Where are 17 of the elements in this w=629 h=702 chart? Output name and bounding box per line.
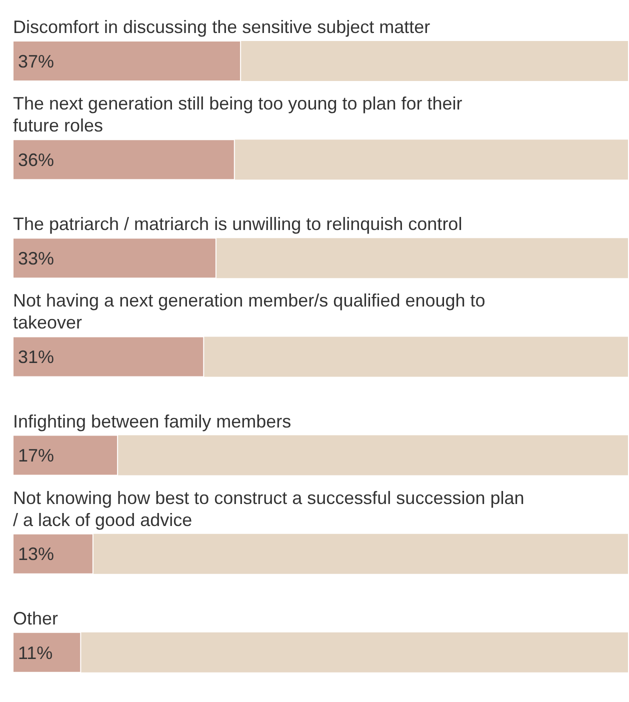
y-tick-label: Discomfort in discussing the sensitive subject matter	[13, 17, 430, 37]
y-tick-label: Not having a next generation member/s qualified enough to takeover	[13, 290, 486, 333]
data-label: 37%	[18, 51, 54, 72]
y-tick-label: Infighting between family members	[13, 411, 292, 432]
y-tick-label: Other	[13, 608, 58, 628]
bar	[13, 434, 118, 476]
y-tick-label: The next generation still being too young to plan for their future roles	[13, 94, 462, 136]
data-label: 13%	[18, 544, 54, 564]
y-tick-label: The patriarch / matriarch is unwilling to relinquish control	[13, 214, 462, 234]
data-label: 11%	[18, 642, 53, 663]
bar	[13, 632, 82, 673]
y-tick-label: Not knowing how best to construct a successful succession plan / a lack of good advice	[13, 488, 524, 530]
data-label: 33%	[18, 248, 54, 269]
data-label: 36%	[18, 150, 54, 170]
data-label: 17%	[18, 446, 54, 466]
data-label: 31%	[18, 347, 54, 368]
bar	[13, 533, 94, 574]
